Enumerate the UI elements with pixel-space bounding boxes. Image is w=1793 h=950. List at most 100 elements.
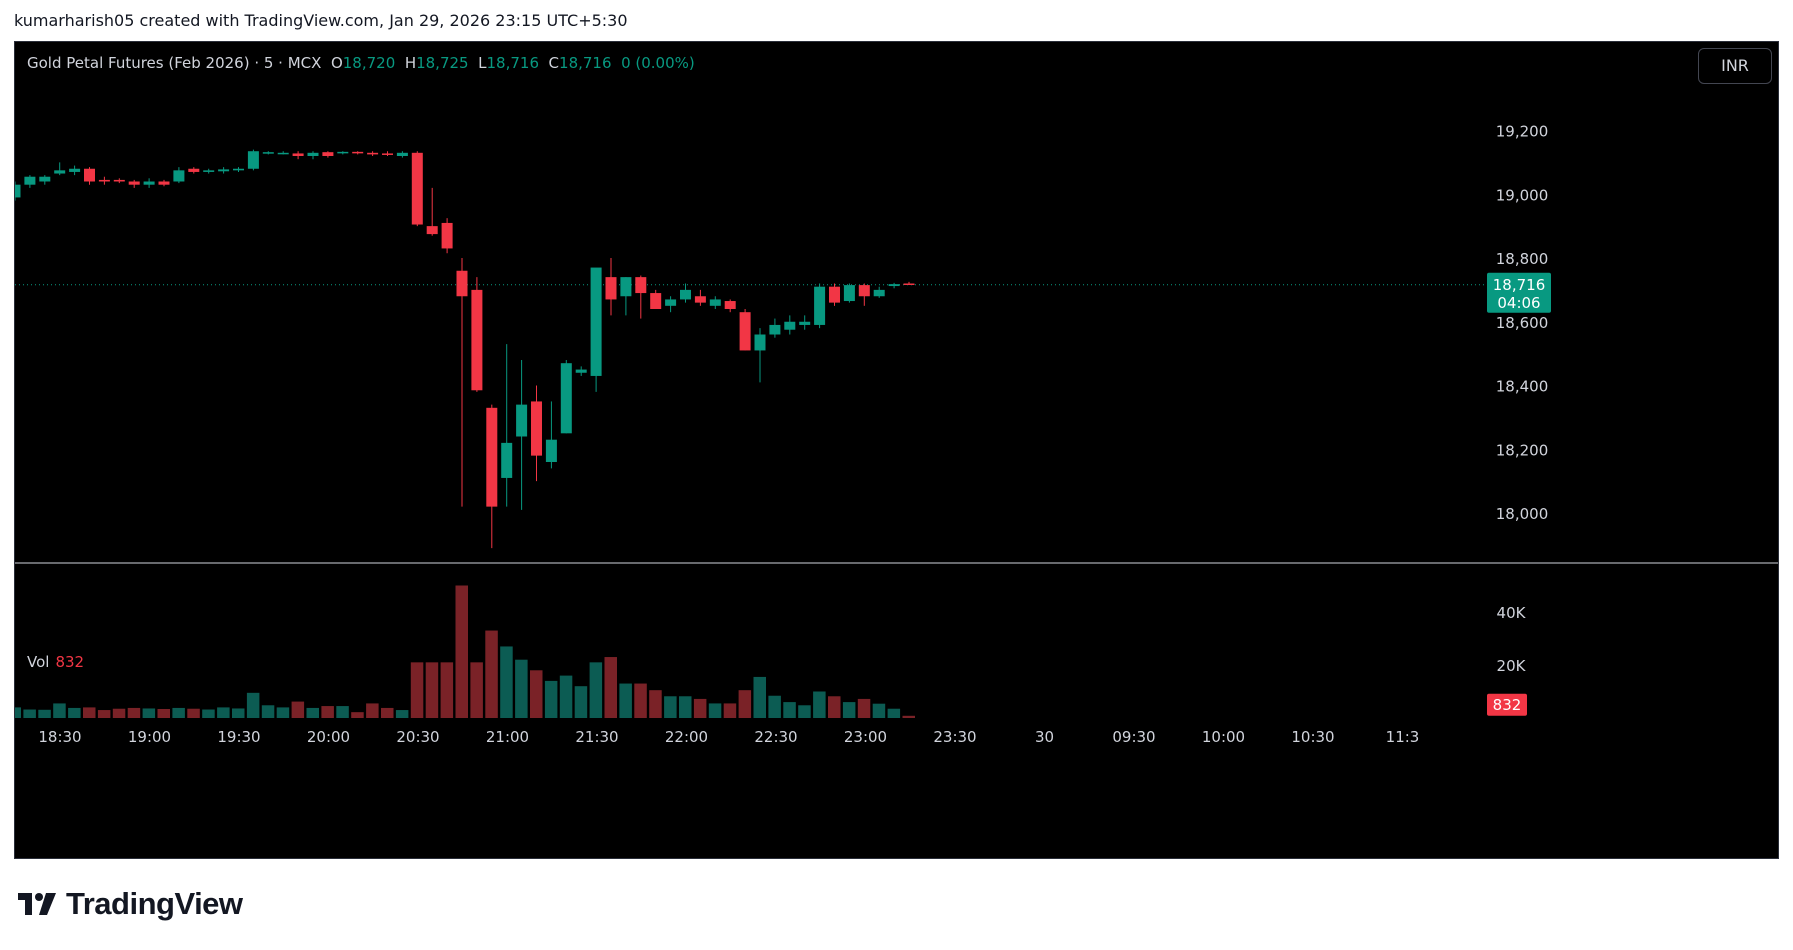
candle-body [247, 151, 259, 169]
price-tick-label: 18,800 [1496, 250, 1549, 268]
volume-bar [485, 630, 498, 718]
candle-body [54, 170, 66, 174]
volume-tick-label: 20K [1497, 657, 1527, 675]
high-value: 18,725 [416, 54, 469, 72]
price-tick-label: 18,200 [1496, 441, 1549, 459]
candle-body [218, 169, 230, 172]
volume-bar [872, 703, 886, 718]
time-tick-label: 11:3 [1386, 728, 1420, 746]
candle-body [843, 285, 855, 302]
volume-bar [798, 705, 811, 718]
symbol-title[interactable]: Gold Petal Futures (Feb 2026) · 5 · MCX [27, 54, 322, 72]
volume-bar [440, 662, 454, 718]
volume-bar [902, 715, 915, 718]
candle-body [188, 168, 200, 172]
volume-bar [693, 698, 707, 718]
candle-body [411, 152, 423, 225]
time-tick-label: 20:30 [396, 728, 439, 746]
volume-bar [634, 683, 647, 718]
volume-bar [127, 707, 141, 718]
candle-body [531, 401, 542, 456]
low-value: 18,716 [486, 54, 540, 72]
candle-body [858, 285, 870, 297]
volume-bar [246, 692, 260, 718]
candle-body [337, 151, 349, 154]
volume-bar [336, 706, 349, 718]
candle-body [471, 289, 483, 391]
volume-bar [887, 708, 901, 718]
open-label: O [330, 54, 343, 72]
volume-bar [679, 696, 692, 718]
volume-bar [395, 710, 409, 718]
volume-bar [172, 707, 185, 718]
volume-bar [38, 709, 51, 718]
volume-bar [83, 707, 96, 718]
volume-bar [783, 702, 796, 718]
volume-bar [261, 705, 275, 718]
time-tick-label: 23:00 [844, 728, 887, 746]
volume-bar [708, 703, 722, 718]
close-value: 18,716 [559, 54, 612, 72]
volume-bar [97, 710, 111, 718]
time-tick-label: 21:00 [486, 728, 529, 746]
currency-button[interactable]: INR [1698, 48, 1772, 84]
volume-bar [589, 662, 603, 718]
candle-body [590, 267, 602, 376]
volume-bar [15, 707, 21, 718]
candle-body [545, 439, 557, 462]
candle-body [203, 170, 215, 172]
symbol-legend: Gold Petal Futures (Feb 2026) · 5 · MCX … [27, 54, 695, 72]
volume-bar [157, 708, 170, 718]
volume-bar [738, 690, 752, 718]
volume-bar [842, 702, 856, 718]
volume-bar [649, 690, 662, 718]
candle-body [694, 296, 706, 303]
last-price-badge[interactable] [1487, 272, 1551, 313]
candle-body [441, 222, 453, 249]
last-volume-badge [1487, 693, 1527, 716]
chart-area[interactable]: 19,200 19,000 18,800 18,600 18,400 18,200 18,0… [14, 41, 1779, 859]
candle-body [382, 153, 393, 155]
volume-bar [857, 698, 871, 718]
volume-value: 832 [55, 653, 85, 671]
candle-body [233, 168, 244, 171]
candle-body [396, 152, 408, 156]
volume-bar [768, 695, 781, 718]
brand-name: TradingView [66, 886, 243, 921]
candle-body [128, 181, 140, 185]
candle-body [352, 151, 364, 154]
volume-label[interactable]: Vol [27, 653, 50, 671]
volume-tick-label: 40K [1497, 604, 1527, 622]
candlestick-chart[interactable]: 19,200 19,000 18,800 18,600 18,400 18,200 18,0… [15, 42, 1778, 858]
volume-bar [813, 691, 826, 718]
candle-body [113, 179, 125, 182]
tradingview-logo-icon [18, 893, 56, 915]
candle-body [754, 334, 766, 351]
candle-body [888, 284, 900, 287]
candle-body [456, 270, 468, 297]
countdown-label: 04:06 [1497, 294, 1540, 312]
volume-bar [530, 670, 543, 718]
change-value: 0 (0.00%) [621, 54, 695, 72]
chart-caption: kumarharish05 created with TradingView.c… [14, 11, 628, 30]
candle-body [739, 312, 751, 351]
volume-bar [455, 585, 468, 718]
candle-body [307, 152, 319, 156]
candle-body [814, 286, 826, 325]
candle-body [560, 363, 572, 434]
time-tick-label: 18:30 [38, 728, 81, 746]
price-tick-label: 18,400 [1496, 378, 1549, 396]
volume-bar [202, 709, 215, 718]
candle-body [98, 179, 110, 182]
tradingview-brand[interactable]: TradingView [18, 886, 243, 922]
volume-bar [544, 680, 558, 718]
candle-body [665, 299, 677, 306]
price-tick-label: 19,200 [1496, 123, 1549, 141]
time-tick-label: 30 [1035, 728, 1054, 746]
volume-bar [753, 676, 766, 718]
volume-bar [664, 696, 677, 718]
candle-body [39, 176, 51, 182]
last-volume-label: 832 [1493, 696, 1522, 714]
volume-bar [828, 696, 841, 718]
time-tick-label: 22:00 [665, 728, 708, 746]
